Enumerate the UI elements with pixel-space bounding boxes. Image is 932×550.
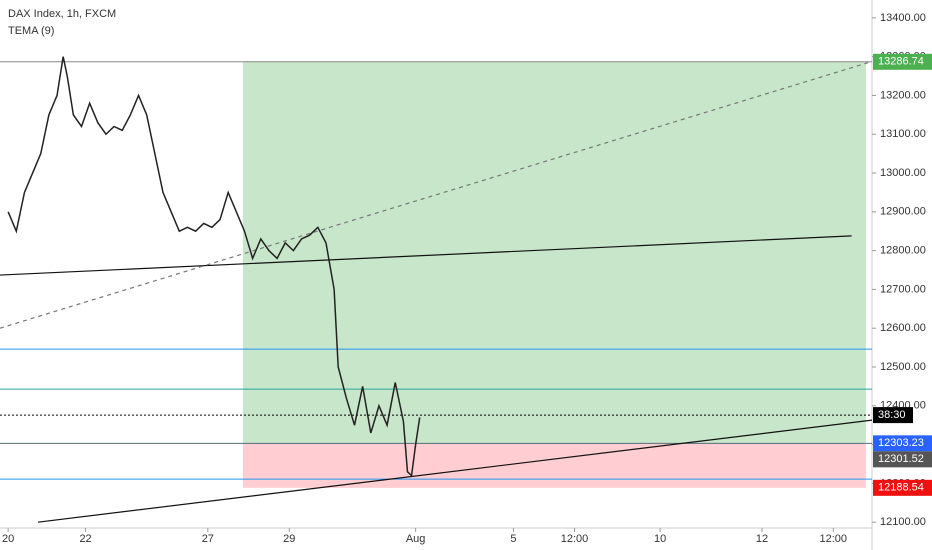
x-tick-label: 12:00 (820, 533, 848, 545)
y-tick-label: 12900.00 (880, 206, 926, 218)
price-tag (873, 479, 932, 496)
y-tick-label: 13100.00 (880, 128, 926, 140)
x-tick-label: 27 (202, 533, 214, 545)
x-tick-label: 12 (756, 533, 768, 545)
y-tick-label: 12500.00 (880, 361, 926, 373)
x-tick-label: Aug (406, 533, 426, 545)
price-tag-label: 13286.74 (878, 56, 924, 68)
chart-title: DAX Index, 1h, FXCM (8, 8, 116, 20)
price-tag (873, 435, 932, 452)
price-line (7, 56, 421, 478)
countdown-tag (873, 407, 913, 424)
profit-zone (242, 61, 866, 444)
x-tick-label: 20 (2, 533, 14, 545)
y-tick-label: 12600.00 (880, 322, 926, 334)
countdown-label: 38:30 (878, 409, 906, 421)
indicator-label: TEMA (9) (8, 25, 54, 37)
y-tick-label: 13200.00 (880, 89, 926, 101)
y-tick-label: 12100.00 (880, 516, 926, 528)
price-tag (873, 451, 932, 468)
x-tick-label: 10 (654, 533, 666, 545)
loss-zone (242, 443, 866, 488)
x-tick-label: 5 (510, 533, 516, 545)
y-tick-label: 12800.00 (880, 245, 926, 257)
y-tick-label: 13400.00 (880, 12, 926, 24)
price-tag-label: 12188.54 (878, 482, 924, 494)
price-tag-label: 12303.23 (878, 437, 924, 449)
price-tag-label: 12301.52 (878, 453, 924, 465)
price-tag (873, 53, 932, 70)
x-tick-label: 29 (283, 533, 295, 545)
trend-line (37, 419, 873, 523)
x-tick-label: 12:00 (561, 533, 589, 545)
y-tick-label: 12700.00 (880, 283, 926, 295)
y-tick-label: 13000.00 (880, 167, 926, 179)
trend-line (0, 235, 852, 276)
x-tick-label: 22 (79, 533, 91, 545)
